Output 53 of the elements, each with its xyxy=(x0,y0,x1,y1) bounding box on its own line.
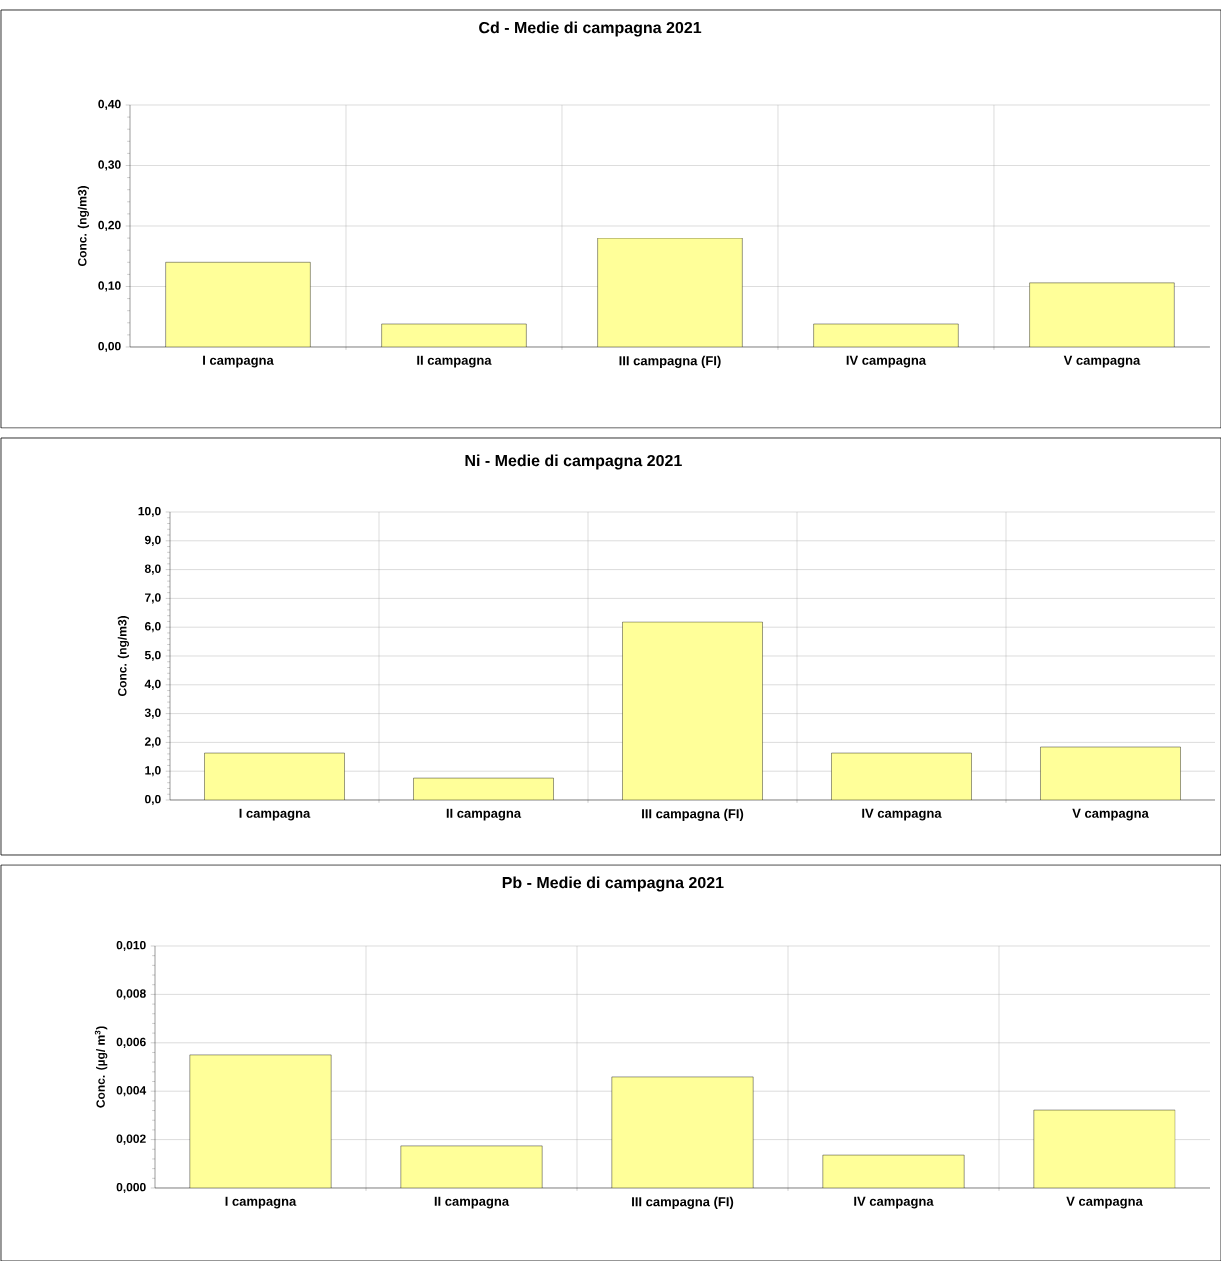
y-tick-label: 10,0 xyxy=(138,506,161,518)
bar xyxy=(1029,282,1175,347)
x-tick-label: III campagna (FI) xyxy=(619,355,721,368)
x-tick-label: III campagna (FI) xyxy=(642,808,744,821)
y-tick-label: 7,0 xyxy=(145,593,161,604)
chart-title: Cd - Medie di campagna 2021 xyxy=(479,21,702,37)
y-tick-label: 9,0 xyxy=(144,535,161,546)
y-tick-label: 4,0 xyxy=(144,679,161,690)
bar xyxy=(165,262,311,347)
x-tick-label: V campagna xyxy=(1072,808,1149,821)
x-tick-label: V campagna xyxy=(1063,355,1141,368)
x-tick-label: I campagna xyxy=(239,808,311,821)
y-axis-title: Conc. (ng/m3) xyxy=(77,186,89,267)
y-tick-label: 0,010 xyxy=(116,940,146,952)
bar xyxy=(400,1145,543,1188)
x-tick-label: V campagna xyxy=(1066,1196,1143,1209)
y-tick-label: 0,008 xyxy=(116,989,146,1000)
bar xyxy=(381,324,527,347)
bar xyxy=(597,238,743,347)
x-tick-label: III campagna (FI) xyxy=(632,1196,734,1209)
x-tick-label: II campagna xyxy=(434,1196,510,1209)
y-tick-label: 0,30 xyxy=(98,160,121,171)
bar xyxy=(1033,1109,1176,1188)
bar xyxy=(822,1155,965,1188)
y-tick-label: 6,0 xyxy=(144,622,161,633)
y-tick-label: 0,10 xyxy=(98,281,121,292)
bar xyxy=(189,1054,332,1188)
y-tick-label: 0,40 xyxy=(98,99,121,111)
y-tick-label: 8,0 xyxy=(144,564,161,575)
y-tick-label: 0,000 xyxy=(116,1182,146,1194)
y-tick-label: 5,0 xyxy=(144,650,161,662)
y-tick-label: 0,004 xyxy=(116,1086,147,1097)
y-axis-title: Conc. (µg/ m$^{3}$) xyxy=(94,1026,108,1108)
bar xyxy=(611,1076,754,1188)
chart-title: Pb - Medie di campagna 2021 xyxy=(502,876,724,892)
x-tick-label: IV campagna xyxy=(846,355,927,368)
x-tick-label: I campagna xyxy=(225,1196,297,1209)
y-axis-title: Conc. (ng/m3) xyxy=(117,616,129,697)
x-tick-label: IV campagna xyxy=(862,808,942,821)
y-tick-label: 0,0 xyxy=(144,794,161,806)
y-tick-label: 0,00 xyxy=(98,341,121,353)
x-tick-label: IV campagna xyxy=(854,1196,934,1209)
y-tick-label: 2,0 xyxy=(144,737,161,748)
y-tick-label: 0,006 xyxy=(116,1037,146,1048)
y-tick-label: 3,0 xyxy=(144,708,161,719)
bar xyxy=(813,324,959,347)
chart-title: Ni - Medie di campagna 2021 xyxy=(465,454,682,470)
y-tick-label: 1,0 xyxy=(145,766,161,777)
y-tick-label: 0,20 xyxy=(98,220,121,232)
y-tick-label: 0,002 xyxy=(116,1134,146,1145)
x-tick-label: I campagna xyxy=(203,355,274,368)
x-tick-label: II campagna xyxy=(417,355,492,368)
x-tick-label: II campagna xyxy=(446,808,522,821)
